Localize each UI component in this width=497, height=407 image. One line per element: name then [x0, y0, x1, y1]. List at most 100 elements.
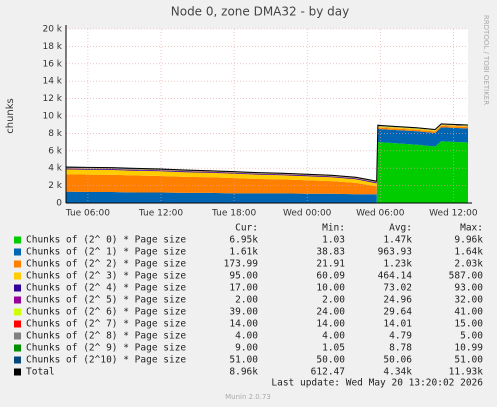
last-update: Last update: Wed May 20 13:20:02 2026: [271, 378, 483, 389]
legend-stat: 38.83: [316, 247, 345, 258]
legend-header: Avg:: [389, 223, 412, 234]
legend-stat: 8.78: [389, 343, 412, 354]
y-tick-label: 6 k: [48, 146, 63, 156]
legend-stat: 1.61k: [229, 247, 258, 258]
legend-stat: 2.00: [235, 295, 258, 306]
legend-label: Chunks of (2^ 7) * Page size: [26, 319, 186, 330]
chart-title: Node 0, zone DMA32 - by day: [171, 5, 349, 19]
legend-stat: 39.00: [229, 307, 258, 318]
legend-stat: 10.99: [454, 343, 483, 354]
legend-stat: 963.93: [378, 247, 412, 258]
legend-stat: 41.00: [454, 307, 483, 318]
legend-stat: 14.00: [316, 319, 345, 330]
legend-swatch: [14, 248, 21, 256]
legend-swatch: [14, 236, 21, 244]
y-tick-label: 18 k: [42, 42, 62, 52]
legend-swatch: [14, 308, 21, 316]
legend-label: Chunks of (2^ 1) * Page size: [26, 247, 186, 258]
legend-stat: 1.03: [322, 235, 345, 246]
legend-stat: 173.99: [224, 259, 259, 270]
y-tick-label: 14 k: [42, 77, 62, 87]
area: [66, 125, 468, 195]
legend-stat: 464.14: [378, 271, 413, 282]
y-tick-label: 16 k: [42, 59, 62, 69]
legend-stat: 1.05: [322, 343, 345, 354]
legend-label: Chunks of (2^ 9) * Page size: [26, 343, 186, 354]
legend-header: Min:: [322, 223, 345, 234]
legend-header: Max:: [460, 223, 483, 234]
legend-stat: 1.47k: [383, 235, 412, 246]
legend-header: Cur:: [235, 223, 258, 234]
legend-swatch: [14, 332, 21, 340]
legend-stat: 6.95k: [229, 235, 258, 246]
legend-swatch: [14, 320, 21, 328]
y-tick-label: 0: [56, 199, 62, 209]
legend-stat: 24.00: [316, 307, 345, 318]
legend-stat: 2.03k: [454, 259, 483, 270]
x-tick-label: Wed 12:00: [429, 209, 478, 219]
x-tick-label: Tue 06:00: [65, 209, 110, 219]
legend-label: Chunks of (2^ 8) * Page size: [26, 331, 186, 342]
legend-swatch: [14, 296, 21, 304]
legend-stat: 50.06: [383, 355, 412, 366]
legend-swatch: [14, 368, 21, 376]
legend-stat: 21.91: [316, 259, 345, 270]
legend-stat: 17.00: [229, 283, 258, 294]
legend-stat: 1.23k: [383, 259, 412, 270]
legend-stat: 612.47: [311, 367, 345, 378]
legend-stat: 11.93k: [449, 367, 484, 378]
y-tick-label: 10 k: [42, 112, 62, 122]
total-line: [65, 123, 469, 182]
footer: Munin 2.0.73: [225, 393, 271, 401]
legend-stat: 51.00: [454, 355, 483, 366]
legend-stat: 24.96: [383, 295, 412, 306]
legend-stat: 15.00: [454, 319, 483, 330]
legend-stat: 73.02: [383, 283, 412, 294]
legend-label: Chunks of (2^ 3) * Page size: [26, 271, 186, 282]
area: [66, 141, 468, 203]
legend-stat: 14.01: [383, 319, 412, 330]
legend-stat: 4.79: [389, 331, 412, 342]
legend-label: Chunks of (2^ 4) * Page size: [26, 283, 186, 294]
legend-stat: 9.00: [235, 343, 258, 354]
area: [66, 127, 468, 203]
legend-label: Chunks of (2^10) * Page size: [26, 355, 186, 366]
y-tick-label: 4 k: [48, 164, 63, 174]
legend-stat: 4.00: [235, 331, 258, 342]
y-tick-label: 20 k: [42, 25, 62, 35]
legend-swatch: [14, 272, 21, 280]
legend-stat: 60.09: [316, 271, 345, 282]
x-tick-label: Tue 12:00: [138, 209, 183, 219]
legend-stat: 5.00: [460, 331, 483, 342]
x-tick-label: Tue 18:00: [211, 209, 256, 219]
legend-stat: 2.00: [322, 295, 345, 306]
legend-stat: 10.00: [316, 283, 345, 294]
y-axis-label: chunks: [5, 98, 16, 134]
legend-label: Chunks of (2^ 5) * Page size: [26, 295, 186, 306]
legend-stat: 50.00: [316, 355, 345, 366]
y-tick-label: 2 k: [48, 181, 63, 191]
legend-stat: 8.96k: [229, 367, 258, 378]
legend-label: Chunks of (2^ 2) * Page size: [26, 259, 186, 270]
legend-label: Chunks of (2^ 6) * Page size: [26, 307, 186, 318]
legend-swatch: [14, 284, 21, 292]
legend-label: Total: [26, 367, 55, 378]
legend-swatch: [14, 260, 21, 268]
legend-stat: 4.34k: [383, 367, 412, 378]
y-tick-label: 8 k: [48, 129, 63, 139]
legend-stat: 9.96k: [454, 235, 483, 246]
legend-stat: 29.64: [383, 307, 412, 318]
x-tick-label: Wed 00:00: [283, 209, 332, 219]
legend-stat: 587.00: [449, 271, 484, 282]
legend-swatch: [14, 356, 21, 364]
side-label: RRDTOOL / TOBI OETIKER: [482, 15, 490, 105]
legend-swatch: [14, 344, 21, 352]
y-tick-label: 12 k: [42, 94, 62, 104]
legend-stat: 14.00: [229, 319, 258, 330]
legend-stat: 1.64k: [454, 247, 483, 258]
legend-stat: 95.00: [229, 271, 258, 282]
legend-stat: 51.00: [229, 355, 258, 366]
legend-stat: 4.00: [322, 331, 345, 342]
x-tick-label: Wed 06:00: [356, 209, 405, 219]
